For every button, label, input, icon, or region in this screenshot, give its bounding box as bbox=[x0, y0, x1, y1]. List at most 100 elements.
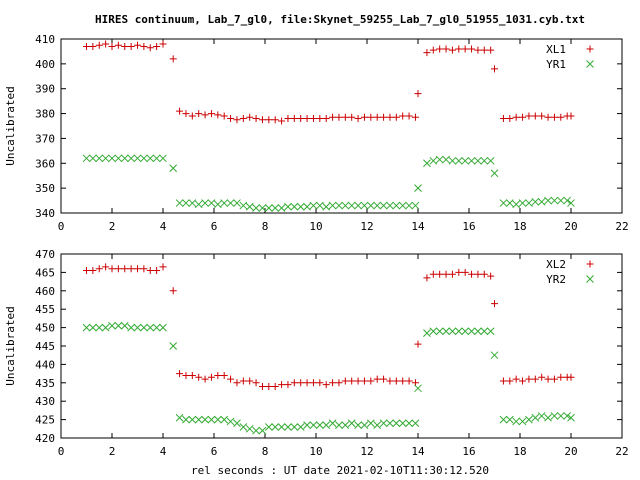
data-point bbox=[127, 323, 135, 332]
data-point bbox=[140, 265, 148, 273]
data-point bbox=[316, 379, 324, 387]
data-point bbox=[367, 377, 375, 385]
data-point bbox=[490, 351, 499, 360]
data-point bbox=[214, 371, 222, 379]
data-point bbox=[290, 379, 298, 387]
data-point bbox=[277, 204, 286, 212]
data-point bbox=[414, 340, 422, 348]
data-point bbox=[284, 202, 292, 211]
data-point bbox=[152, 323, 161, 332]
data-point bbox=[89, 267, 97, 275]
data-point bbox=[120, 321, 129, 330]
data-point bbox=[233, 419, 241, 428]
data-point bbox=[341, 377, 349, 385]
data-point bbox=[82, 323, 91, 332]
data-point bbox=[121, 42, 129, 50]
y-tick-label: 390 bbox=[35, 83, 55, 96]
x-tick-label: 16 bbox=[462, 220, 475, 233]
data-point bbox=[499, 115, 507, 123]
data-point bbox=[423, 329, 431, 337]
data-point bbox=[271, 116, 279, 124]
data-point bbox=[386, 377, 394, 385]
data-point bbox=[201, 415, 209, 424]
data-point bbox=[411, 419, 420, 428]
data-point bbox=[297, 115, 305, 123]
data-point bbox=[467, 327, 476, 336]
data-point bbox=[367, 113, 375, 121]
data-point bbox=[252, 115, 260, 123]
data-point bbox=[454, 156, 463, 165]
data-point bbox=[360, 113, 368, 121]
data-point bbox=[360, 201, 369, 210]
data-point bbox=[114, 41, 122, 49]
data-point bbox=[414, 384, 422, 393]
data-point bbox=[271, 382, 279, 390]
x-tick-label: 16 bbox=[462, 445, 475, 458]
legend-label: XL1 bbox=[546, 43, 566, 56]
data-point bbox=[182, 199, 190, 207]
data-point bbox=[194, 415, 203, 424]
data-point bbox=[563, 196, 572, 205]
data-point bbox=[213, 200, 222, 209]
data-point bbox=[315, 201, 324, 210]
data-point bbox=[435, 327, 444, 336]
x-tick-label: 2 bbox=[109, 220, 116, 233]
data-point bbox=[461, 327, 470, 336]
y-tick-label: 370 bbox=[35, 132, 55, 145]
data-point bbox=[531, 375, 539, 383]
data-point bbox=[525, 415, 533, 424]
data-point bbox=[108, 42, 116, 50]
data-point bbox=[567, 413, 575, 422]
legend-label: YR1 bbox=[546, 58, 566, 71]
data-point bbox=[538, 373, 546, 381]
data-point bbox=[239, 115, 247, 123]
data-point bbox=[309, 201, 318, 210]
x-tick-label: 12 bbox=[360, 445, 373, 458]
data-point bbox=[442, 45, 450, 53]
data-point bbox=[264, 423, 273, 431]
y-tick-label: 465 bbox=[35, 266, 55, 279]
data-point bbox=[436, 270, 444, 278]
data-point bbox=[246, 113, 254, 121]
data-point bbox=[505, 199, 514, 207]
data-point bbox=[297, 379, 305, 387]
data-point bbox=[544, 113, 552, 121]
x-tick-label: 4 bbox=[160, 220, 167, 233]
data-point bbox=[525, 112, 533, 120]
data-point bbox=[519, 113, 527, 121]
data-point bbox=[322, 381, 330, 389]
data-point bbox=[303, 379, 311, 387]
data-point bbox=[550, 113, 558, 121]
data-point bbox=[379, 419, 388, 428]
data-point bbox=[258, 382, 266, 390]
data-point bbox=[309, 421, 318, 429]
data-point bbox=[405, 201, 413, 210]
data-point bbox=[265, 382, 273, 390]
data-point bbox=[448, 46, 456, 54]
data-point bbox=[550, 412, 559, 420]
data-point bbox=[405, 419, 413, 428]
data-point bbox=[303, 421, 311, 429]
data-point bbox=[95, 41, 103, 49]
data-point bbox=[386, 419, 394, 428]
x-tick-label: 8 bbox=[262, 220, 269, 233]
data-point bbox=[467, 156, 476, 165]
data-point bbox=[474, 327, 482, 336]
data-point bbox=[188, 371, 196, 379]
data-point bbox=[245, 202, 254, 211]
data-point bbox=[207, 199, 216, 207]
data-point bbox=[518, 417, 527, 426]
data-point bbox=[89, 154, 97, 163]
data-point bbox=[360, 377, 368, 385]
x-tick-label: 14 bbox=[411, 445, 425, 458]
data-point bbox=[277, 423, 286, 431]
data-point bbox=[169, 287, 177, 295]
data-point bbox=[442, 327, 450, 336]
data-point bbox=[436, 45, 444, 53]
data-point bbox=[405, 377, 413, 385]
data-point bbox=[405, 112, 413, 120]
y-tick-label: 425 bbox=[35, 414, 55, 427]
data-point bbox=[411, 201, 420, 210]
